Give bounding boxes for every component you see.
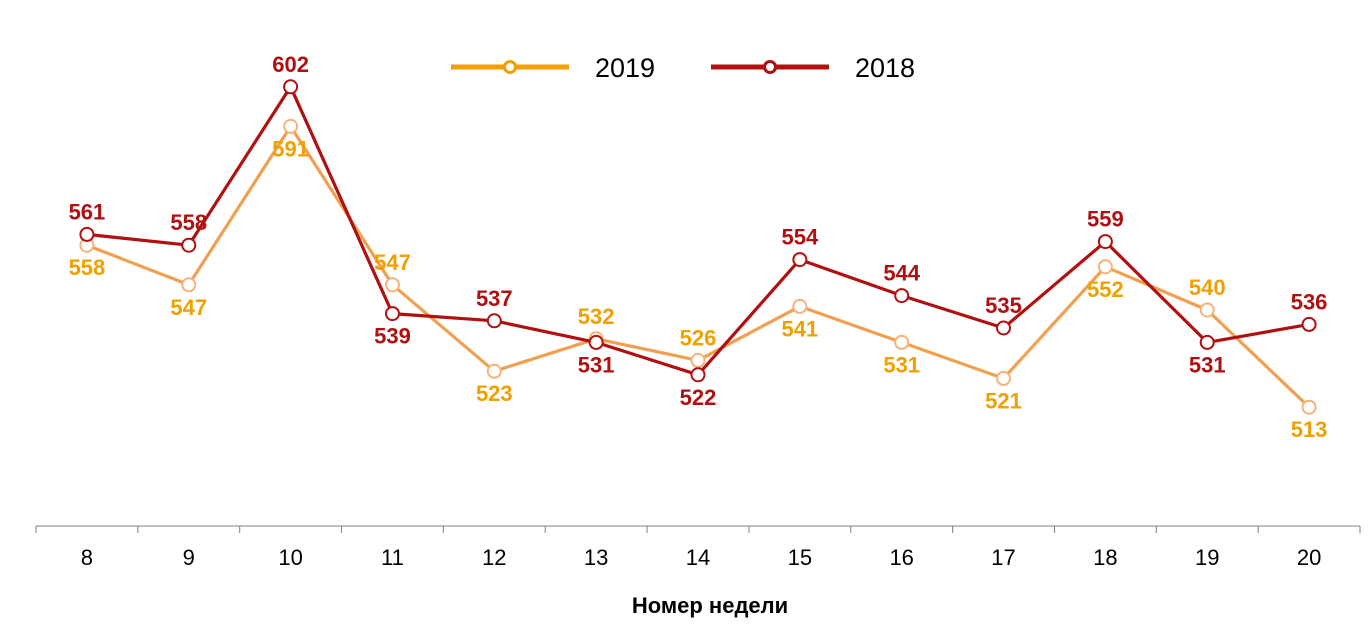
x-tick-label: 8 (81, 545, 93, 570)
data-point-2019 (1199, 302, 1215, 318)
data-label-2019: 523 (476, 381, 513, 406)
x-tick-label: 9 (183, 545, 195, 570)
x-tick-label: 17 (991, 545, 1015, 570)
data-point-2018 (588, 334, 604, 350)
legend-marker-2018 (763, 60, 777, 74)
data-label-2018: 522 (680, 385, 717, 410)
data-label-2018: 554 (781, 225, 818, 250)
x-tick-label: 20 (1297, 545, 1321, 570)
data-point-2019 (486, 363, 502, 379)
data-point-2018 (1301, 316, 1317, 332)
data-point-2018 (384, 306, 400, 322)
data-label-2018: 544 (883, 261, 920, 286)
legend-item-2019: 2019 (451, 53, 655, 83)
data-point-2018 (792, 252, 808, 268)
data-point-2018 (181, 237, 197, 253)
series-2019 (79, 118, 1317, 415)
data-point-2018 (79, 226, 95, 242)
series-2018 (79, 79, 1317, 383)
x-axis (35, 525, 1361, 533)
series-layer (79, 79, 1317, 415)
data-point-2019 (181, 277, 197, 293)
data-point-2018 (1097, 234, 1113, 250)
x-axis-title: Номер недели (632, 593, 788, 618)
data-label-2018: 561 (69, 199, 106, 224)
data-label-2018: 531 (578, 352, 615, 377)
data-point-2019 (1097, 259, 1113, 275)
x-tick-label: 18 (1093, 545, 1117, 570)
data-point-2018 (690, 367, 706, 383)
data-point-2019 (283, 118, 299, 134)
data-point-2018 (486, 313, 502, 329)
x-tick-label: 10 (278, 545, 302, 570)
data-label-2019: 558 (69, 255, 106, 280)
data-point-2019 (1301, 399, 1317, 415)
x-tick-label: 14 (686, 545, 710, 570)
legend: 2019 2018 (451, 53, 915, 83)
x-tick-label: 15 (788, 545, 812, 570)
legend-marker-2019 (503, 60, 517, 74)
data-label-2019: 532 (578, 304, 615, 329)
x-tick-label: 19 (1195, 545, 1219, 570)
data-point-2018 (996, 320, 1012, 336)
data-point-2019 (894, 334, 910, 350)
data-label-2018: 537 (476, 286, 513, 311)
data-point-2018 (1199, 334, 1215, 350)
data-label-2018: 531 (1189, 352, 1226, 377)
x-tick-label: 16 (889, 545, 913, 570)
data-point-2018 (894, 288, 910, 304)
x-tick-labels: 8 9 10 11 12 13 14 15 16 17 18 19 20 (81, 545, 1322, 570)
data-label-2019: 513 (1291, 417, 1328, 442)
data-point-2018 (283, 79, 299, 95)
data-point-2019 (384, 277, 400, 293)
data-label-2018: 559 (1087, 207, 1124, 232)
data-point-2019 (690, 352, 706, 368)
data-label-2019: 547 (170, 295, 207, 320)
data-labels: 558 547 591 547 523 532 526 541 531 521 552 540 513 5… (69, 52, 1328, 442)
legend-item-2018: 2018 (711, 53, 915, 83)
x-tick-label: 12 (482, 545, 506, 570)
data-label-2019: 552 (1087, 277, 1124, 302)
data-point-2019 (792, 298, 808, 314)
data-label-2018: 536 (1291, 289, 1328, 314)
data-label-2019: 591 (272, 136, 309, 161)
data-label-2019: 521 (985, 388, 1022, 413)
data-label-2018: 539 (374, 324, 411, 349)
data-point-2019 (996, 370, 1012, 386)
data-label-2019: 547 (374, 250, 411, 275)
legend-label-2018: 2018 (855, 53, 915, 83)
data-label-2018: 602 (272, 52, 309, 77)
data-label-2019: 541 (781, 316, 818, 341)
x-tick-label: 11 (381, 545, 404, 570)
data-label-2018: 558 (170, 210, 207, 235)
data-label-2019: 526 (680, 325, 717, 350)
data-label-2018: 535 (985, 293, 1022, 318)
legend-label-2019: 2019 (595, 53, 655, 83)
data-label-2019: 531 (883, 352, 920, 377)
x-tick-label: 13 (584, 545, 608, 570)
data-label-2019: 540 (1189, 275, 1226, 300)
